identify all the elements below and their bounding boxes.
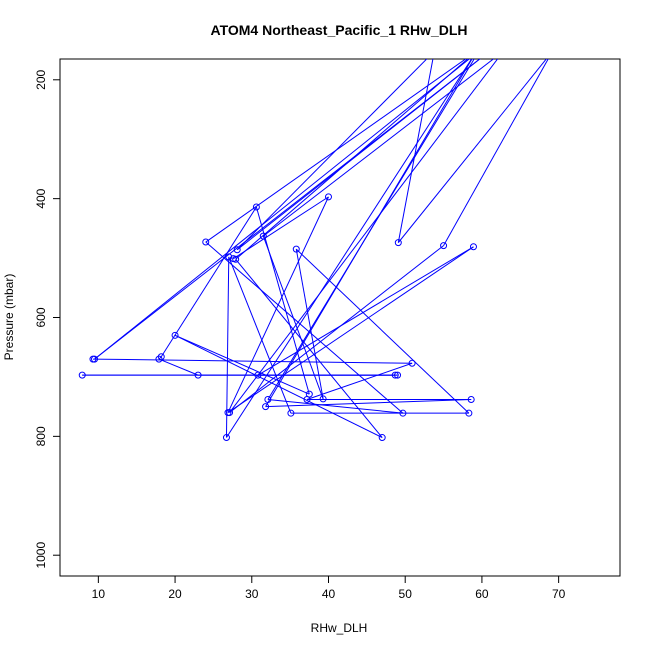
series-line-segment xyxy=(228,256,292,414)
chart-title: ATOM4 Northeast_Pacific_1 RHw_DLH xyxy=(211,22,468,38)
x-axis: 10 20 30 40 50 60 70 xyxy=(92,575,566,601)
series-line-segment xyxy=(306,362,413,400)
series-line-segment xyxy=(226,59,473,438)
y-tick-label: 1000 xyxy=(34,542,48,569)
data-point xyxy=(224,409,232,417)
data-point xyxy=(399,409,407,417)
series-line-segment xyxy=(295,249,324,400)
series-line-segment xyxy=(225,256,230,438)
x-tick-label: 30 xyxy=(245,587,259,601)
data-point xyxy=(378,434,386,442)
data-point xyxy=(394,371,402,379)
series-line-segment xyxy=(158,358,199,376)
data-point xyxy=(194,371,202,379)
data-point xyxy=(262,403,270,411)
data-point xyxy=(222,434,230,442)
series-line-segment xyxy=(443,59,549,246)
data-point xyxy=(78,371,86,379)
y-axis-label: Pressure (mbar) xyxy=(2,274,16,361)
series-line-segment xyxy=(205,59,467,243)
data-point xyxy=(394,239,402,247)
data-point xyxy=(305,390,313,398)
data-point xyxy=(155,355,163,363)
series-line-segment xyxy=(174,334,383,438)
series-line-segment xyxy=(262,59,495,237)
series-line-segment xyxy=(267,399,403,414)
plot-area xyxy=(78,59,549,442)
data-point xyxy=(465,409,473,417)
data-point xyxy=(324,193,332,201)
plot-frame xyxy=(59,58,621,577)
data-point xyxy=(264,396,272,404)
data-point xyxy=(157,353,165,361)
data-point xyxy=(408,359,416,367)
series-line-segment xyxy=(205,241,404,414)
series-line-segment xyxy=(94,59,471,360)
series-line-segment xyxy=(174,334,310,395)
series-line-segment xyxy=(397,59,547,243)
x-tick-label: 20 xyxy=(168,587,182,601)
series-line-segment xyxy=(227,246,474,413)
series-line-segment xyxy=(235,59,469,260)
data-point xyxy=(254,371,262,379)
x-tick-label: 40 xyxy=(322,587,336,601)
series-line-segment xyxy=(257,246,474,376)
data-point xyxy=(171,331,179,339)
series-line-segment xyxy=(295,248,470,414)
x-tick-label: 10 xyxy=(92,587,106,601)
data-point xyxy=(292,245,300,253)
x-tick-label: 50 xyxy=(399,587,413,601)
series-line-segment xyxy=(265,399,472,408)
series-line-segment xyxy=(229,59,499,413)
data-point xyxy=(259,232,267,240)
x-tick-label: 60 xyxy=(475,587,489,601)
series-line-segment xyxy=(92,358,413,364)
x-tick-label: 70 xyxy=(552,587,566,601)
series-line-segment xyxy=(233,196,329,260)
series-line-segment xyxy=(397,59,434,243)
series-line-segment xyxy=(160,206,257,357)
series-line-segment xyxy=(94,59,481,360)
y-axis: 200 400 600 800 1000 xyxy=(34,69,61,569)
data-point xyxy=(91,355,99,363)
data-point xyxy=(287,409,295,417)
y-tick-label: 200 xyxy=(34,69,48,89)
series-line-segment xyxy=(227,196,329,413)
data-point xyxy=(467,396,475,404)
y-tick-label: 600 xyxy=(34,307,48,327)
y-tick-label: 800 xyxy=(34,426,48,446)
data-point xyxy=(440,242,448,250)
data-point xyxy=(233,246,241,254)
data-point xyxy=(202,238,210,246)
series-line-segment xyxy=(229,245,444,413)
data-point xyxy=(391,371,399,379)
y-tick-label: 400 xyxy=(34,188,48,208)
data-point xyxy=(469,243,477,251)
series-line-segment xyxy=(267,59,475,400)
data-point xyxy=(229,255,237,263)
data-point xyxy=(252,203,260,211)
x-axis-label: RHw_DLH xyxy=(311,621,368,635)
data-point xyxy=(225,253,233,261)
data-point xyxy=(319,395,327,403)
series-line-segment xyxy=(235,258,383,438)
